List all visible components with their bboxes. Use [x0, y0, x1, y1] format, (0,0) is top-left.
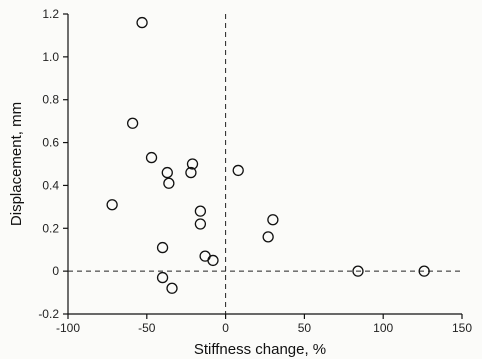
x-tick-label: -50: [138, 321, 156, 335]
y-axis-ticks: -0.2 0 0.2 0.4 0.6 0.8 1.0 1.2: [38, 7, 68, 321]
x-tick-label: 0: [222, 321, 229, 335]
data-point: [207, 254, 219, 267]
data-point: [352, 265, 364, 277]
x-tick-label: 50: [298, 321, 312, 335]
data-point: [267, 214, 279, 226]
data-point: [166, 282, 178, 294]
plot-frame: [67, 14, 462, 315]
x-tick-label: 150: [452, 321, 472, 335]
y-tick-label: 0: [52, 264, 59, 278]
data-point: [145, 151, 158, 164]
y-axis-title: Displacement, mm: [8, 102, 25, 226]
y-tick-label: 0.8: [42, 93, 59, 107]
data-points: [106, 16, 430, 294]
y-tick-label: 1.2: [42, 7, 59, 21]
x-axis-title: Stiffness change, %: [194, 341, 326, 358]
data-point: [232, 164, 244, 177]
data-point: [185, 166, 197, 179]
data-point: [106, 199, 118, 211]
data-point: [126, 117, 139, 129]
data-point: [262, 231, 274, 243]
data-point: [163, 177, 175, 189]
x-tick-label: 100: [373, 321, 393, 335]
y-tick-label: 0.6: [42, 136, 59, 150]
y-tick-label: -0.2: [38, 307, 59, 321]
y-tick-label: 0.2: [42, 221, 59, 235]
data-point: [136, 16, 148, 29]
data-point: [161, 166, 173, 179]
x-axis-ticks: -100 -50 0 50 100 150: [56, 314, 472, 335]
data-point: [186, 158, 199, 170]
x-tick-label: -100: [56, 321, 80, 335]
data-point: [194, 218, 207, 230]
reference-lines: [68, 14, 462, 314]
data-point: [156, 241, 169, 254]
data-point: [156, 271, 169, 284]
data-point: [418, 265, 430, 277]
data-point: [194, 205, 207, 217]
y-tick-label: 0.4: [42, 178, 59, 192]
y-tick-label: 1.0: [42, 50, 59, 64]
